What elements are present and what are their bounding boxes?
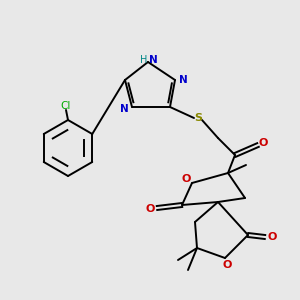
Text: O: O bbox=[145, 204, 155, 214]
Text: S: S bbox=[194, 113, 202, 123]
Text: Cl: Cl bbox=[61, 101, 71, 111]
Text: O: O bbox=[267, 232, 277, 242]
Text: O: O bbox=[181, 174, 191, 184]
Text: O: O bbox=[222, 260, 232, 270]
Text: N: N bbox=[178, 75, 188, 85]
Text: N: N bbox=[120, 104, 128, 114]
Text: N: N bbox=[148, 55, 158, 65]
Text: H: H bbox=[140, 55, 148, 65]
Text: O: O bbox=[258, 138, 268, 148]
